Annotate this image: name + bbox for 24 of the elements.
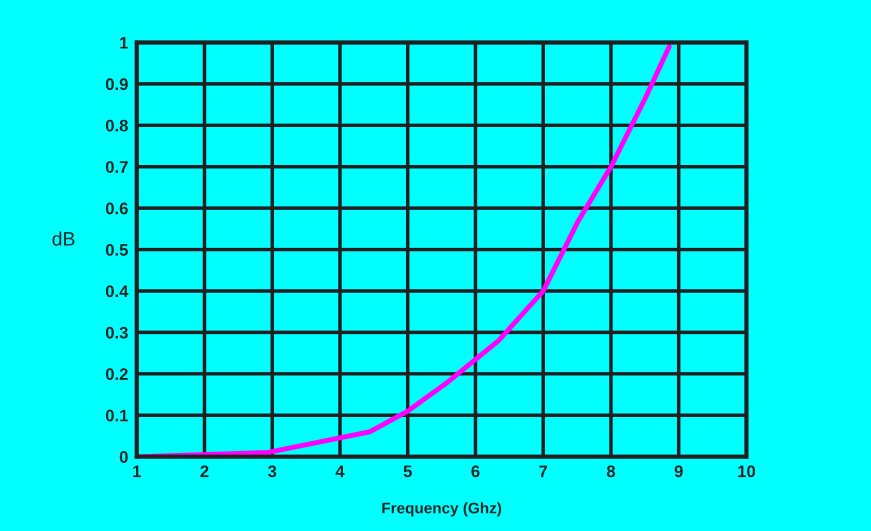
y-axis-title: dB [52,231,74,246]
x-tick-label: 9 [674,465,683,478]
y-tick-label: 0.7 [106,161,128,173]
x-tick-label: 6 [471,465,480,478]
x-tick-label: 1 [133,466,141,478]
x-tick-label: 10 [738,465,756,478]
y-tick-label: 0.6 [106,202,128,214]
x-tick-label: 3 [268,465,276,478]
y-tick-label: 0.2 [106,368,128,380]
y-tick-label: 0.3 [106,326,128,339]
y-tick-label: 0.9 [106,78,128,90]
y-tick-label: 0.4 [106,285,128,298]
line-series [138,44,672,457]
x-tick-label: 7 [539,466,548,478]
y-tick-label: 0 [120,451,128,463]
x-tick-label: 4 [336,466,345,478]
x-tick-label: 8 [606,465,616,478]
x-tick-label: 5 [404,466,412,478]
y-tick-label: 0.1 [106,410,128,422]
x-tick-label: 2 [200,465,208,478]
x-axis-title: Frequency (Ghz) [382,502,502,516]
y-tick-label: 1 [120,37,128,49]
y-tick-label: 0.8 [106,120,128,132]
y-tick-label: 0.5 [106,244,128,256]
